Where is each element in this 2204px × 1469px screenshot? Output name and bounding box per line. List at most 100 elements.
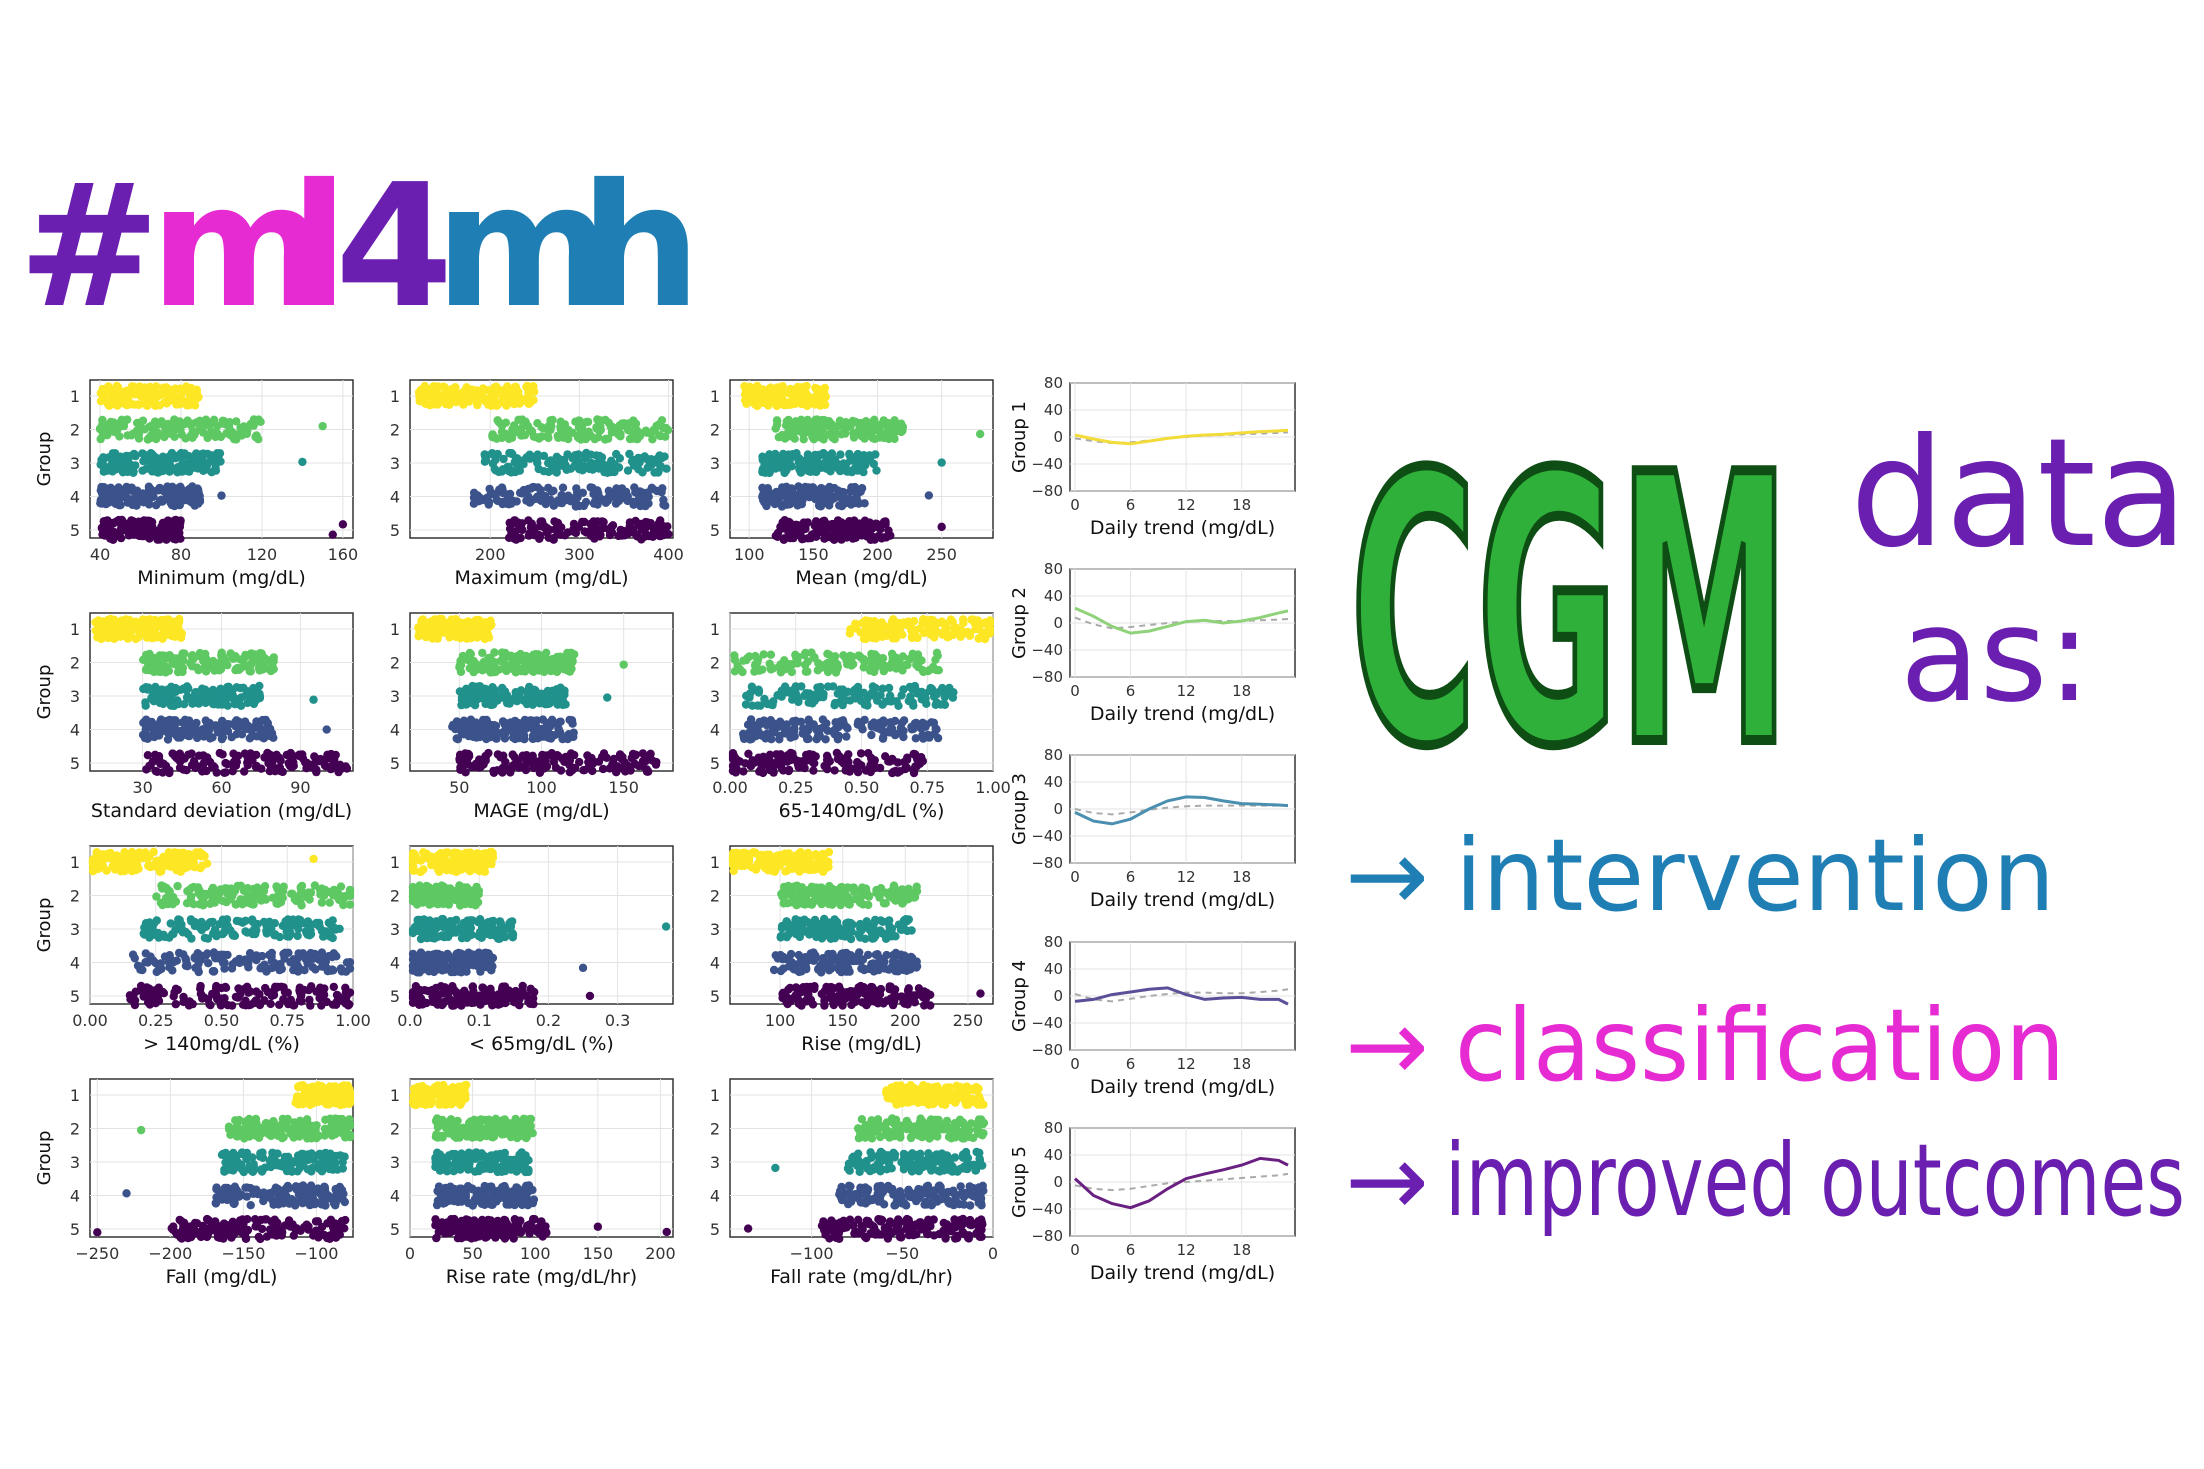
data-point — [294, 751, 304, 761]
data-point — [187, 749, 196, 758]
data-point — [286, 762, 295, 771]
data-point — [579, 766, 588, 775]
data-point — [932, 698, 941, 707]
data-point — [899, 716, 909, 725]
data-point — [172, 718, 181, 727]
data-point — [202, 660, 212, 670]
data-point — [253, 883, 262, 892]
data-point — [129, 388, 139, 397]
data-point — [184, 731, 193, 741]
data-point — [198, 861, 207, 870]
hashtag-letter-h: h — [580, 148, 701, 346]
data-point — [488, 459, 498, 468]
data-point — [97, 523, 107, 533]
data-point — [614, 423, 623, 433]
data-point — [897, 691, 906, 700]
data-point — [157, 389, 166, 398]
data-point — [231, 717, 240, 727]
data-point — [522, 688, 531, 697]
data-point — [526, 484, 536, 493]
data-point — [731, 768, 740, 777]
data-point — [456, 667, 466, 676]
data-point — [500, 429, 510, 438]
data-point — [781, 517, 790, 527]
data-point — [833, 735, 843, 744]
x-tick-label: 200 — [862, 545, 893, 564]
data-point — [141, 701, 150, 710]
data-point — [529, 382, 538, 391]
data-point — [617, 754, 626, 764]
data-point — [150, 417, 160, 426]
data-point — [818, 427, 827, 436]
data-point — [150, 750, 160, 759]
y-tick-label: 2 — [710, 654, 720, 673]
data-point — [592, 424, 602, 433]
data-point — [138, 489, 148, 498]
data-point — [145, 861, 154, 870]
data-point — [186, 892, 196, 901]
data-point — [640, 521, 650, 531]
data-point — [787, 667, 796, 677]
data-point — [782, 417, 791, 426]
data-point — [794, 697, 803, 707]
data-point — [607, 428, 617, 437]
data-point — [537, 423, 546, 432]
data-point — [154, 485, 164, 494]
data-point — [513, 460, 522, 469]
data-point — [601, 415, 610, 425]
data-point — [161, 425, 170, 434]
data-point — [606, 467, 616, 477]
data-point — [565, 768, 575, 777]
data-point — [865, 666, 875, 675]
data-point — [922, 699, 931, 708]
data-point — [836, 466, 845, 476]
data-point — [602, 753, 611, 762]
data-point — [541, 756, 550, 765]
data-point — [255, 681, 264, 691]
data-point — [504, 493, 513, 503]
data-point — [804, 420, 813, 429]
data-point — [867, 720, 876, 729]
data-point — [290, 895, 299, 904]
data-point — [208, 883, 218, 893]
data-point — [801, 660, 810, 670]
data-point — [153, 767, 162, 776]
data-point — [533, 454, 542, 463]
outlier-point — [937, 458, 946, 467]
data-point — [173, 667, 183, 677]
data-point — [533, 694, 542, 703]
data-point — [902, 619, 911, 628]
data-point — [857, 485, 866, 494]
data-point — [856, 749, 866, 758]
data-point — [434, 382, 443, 391]
y-tick-label: 1 — [390, 387, 400, 406]
data-point — [613, 487, 622, 497]
data-point — [807, 530, 817, 539]
data-point — [585, 464, 594, 474]
data-point — [739, 732, 748, 742]
data-point — [106, 848, 115, 858]
data-point — [845, 763, 854, 773]
outlier-point — [298, 457, 307, 467]
data-point — [645, 461, 654, 471]
data-point — [162, 685, 172, 694]
data-point — [808, 752, 818, 761]
y-axis-label: Group — [34, 665, 55, 720]
data-point — [257, 764, 266, 773]
data-point — [650, 468, 659, 477]
data-point — [178, 649, 187, 658]
data-point — [730, 651, 739, 660]
data-point — [926, 630, 936, 639]
data-point — [758, 665, 767, 674]
data-point — [590, 434, 599, 444]
data-point — [657, 453, 667, 463]
data-point — [735, 665, 745, 674]
data-point — [207, 468, 216, 477]
x-tick-label: 160 — [328, 545, 359, 564]
data-point — [445, 617, 455, 627]
data-point — [856, 721, 866, 731]
data-point — [779, 449, 788, 459]
data-point — [544, 433, 553, 443]
data-point — [96, 858, 105, 867]
